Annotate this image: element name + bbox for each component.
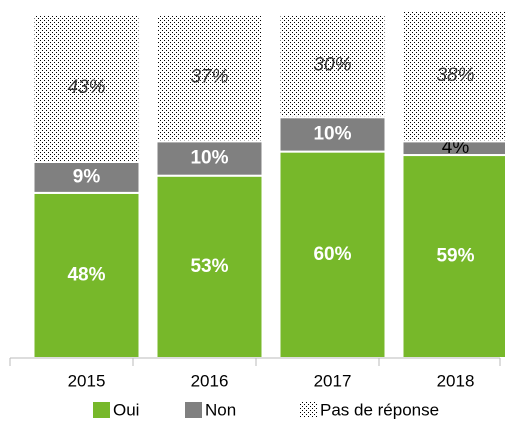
x-tick-label: 2017 xyxy=(314,371,352,390)
legend-swatch xyxy=(185,402,202,418)
data-label: 9% xyxy=(73,166,101,187)
bar-segment xyxy=(155,174,264,359)
data-label: 48% xyxy=(67,264,105,285)
data-label: 43% xyxy=(67,77,105,98)
data-label: 4% xyxy=(442,137,470,158)
bar-segment xyxy=(32,160,141,194)
data-label: 53% xyxy=(190,256,228,277)
legend-label: Pas de réponse xyxy=(320,400,439,419)
x-tick-label: 2018 xyxy=(437,371,475,390)
bar-segment xyxy=(155,13,264,143)
bar-segment xyxy=(401,9,505,143)
x-tick-label: 2016 xyxy=(191,371,229,390)
data-label: 30% xyxy=(313,55,351,76)
x-tick-label: 2015 xyxy=(68,371,106,390)
bar-segment xyxy=(32,13,141,163)
data-label: 10% xyxy=(313,123,351,144)
legend-label: Non xyxy=(205,400,236,419)
bar-segment xyxy=(32,191,141,359)
bar-segment xyxy=(278,13,387,119)
data-label: 37% xyxy=(190,67,228,88)
bar-segment xyxy=(401,154,505,359)
data-label: 59% xyxy=(436,246,474,267)
data-label: 10% xyxy=(190,147,228,168)
legend-swatch xyxy=(93,402,110,418)
data-label: 60% xyxy=(313,244,351,265)
data-label: 38% xyxy=(436,65,474,86)
legend-swatch xyxy=(300,402,317,418)
bar-segment xyxy=(278,116,387,153)
legend-label: Oui xyxy=(113,400,139,419)
